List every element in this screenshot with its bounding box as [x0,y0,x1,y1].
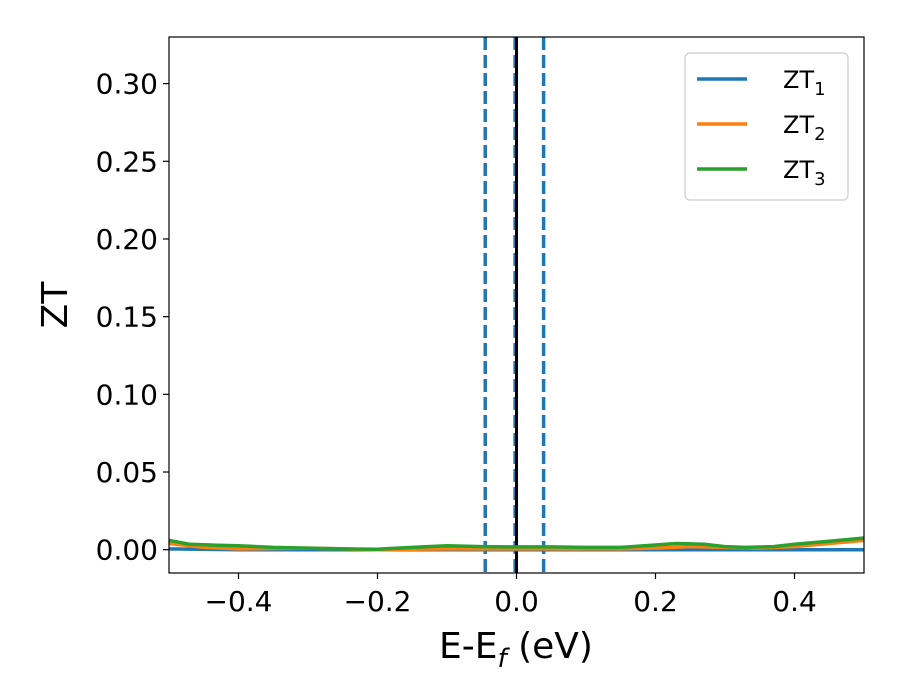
x-axis-label: E-Ef (eV) [439,626,593,674]
legend: ZT1 ZT2 ZT3 [684,52,849,201]
y-tick-label: 0.15 [96,301,158,334]
series-line-zt3 [169,536,864,551]
x-tick-label: −0.2 [344,585,412,618]
series-layer [169,536,864,552]
x-tick-label: 0.4 [772,585,817,618]
y-axis-label: ZT [35,281,76,329]
y-tick-label: 0.00 [96,534,158,567]
x-tick-label: 0.2 [633,585,678,618]
legend-label: ZT3 [783,156,826,190]
y-tick-label: 0.10 [96,378,158,411]
y-tick-label: 0.30 [96,68,158,101]
y-tick-label: 0.05 [96,456,158,489]
legend-label: ZT2 [783,111,826,145]
x-tick-label: −0.4 [205,585,273,618]
y-tick-label: 0.25 [96,145,158,178]
y-axis-ticks: 0.00 0.05 0.10 0.15 0.20 0.25 0.30 [96,68,169,567]
reference-lines [483,37,546,573]
legend-box [684,52,849,201]
x-axis-ticks: −0.4 −0.2 0.0 0.2 0.4 [205,573,817,618]
legend-label: ZT1 [783,66,826,100]
y-tick-label: 0.20 [96,223,158,256]
x-tick-label: 0.0 [494,585,539,618]
